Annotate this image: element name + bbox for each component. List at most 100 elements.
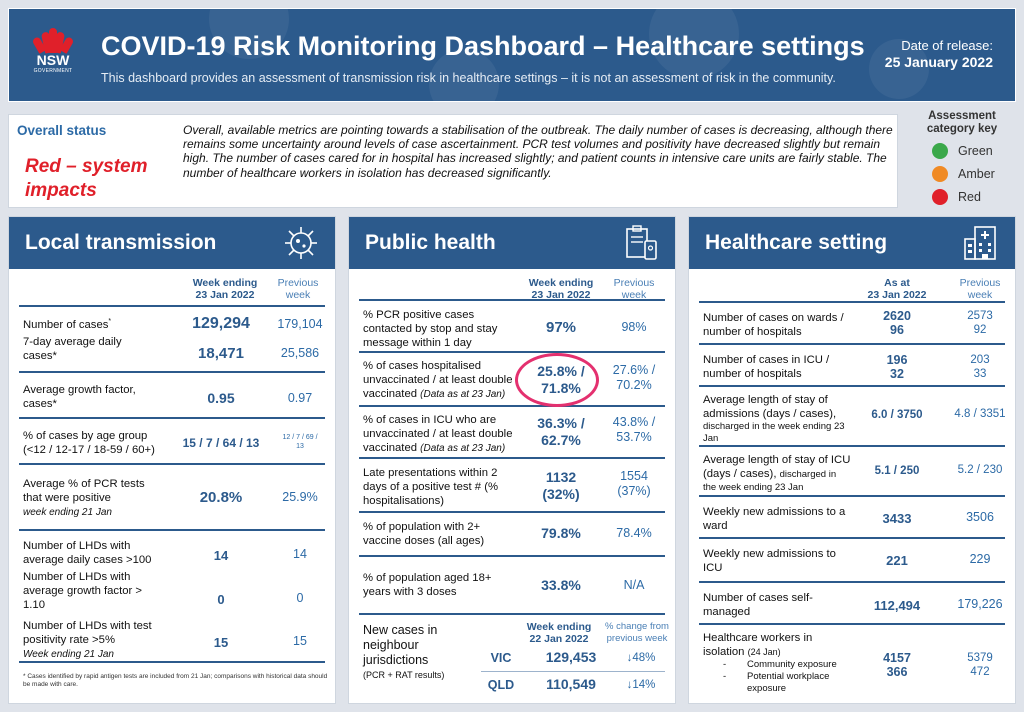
current-value: 18,471 <box>198 345 244 362</box>
label-line: unvaccinated / at least double <box>363 428 513 440</box>
virus-decoration <box>429 49 499 101</box>
label-line: Number of cases on wards / <box>703 312 844 324</box>
column-header-previous: Previous week <box>599 277 669 301</box>
status-value-line: impacts <box>25 180 97 201</box>
footnote-line: * Cases identified by rapid antigen test… <box>23 673 328 680</box>
current-value: 97% <box>545 319 577 336</box>
label-line: Healthcare workers in <box>703 632 813 644</box>
key-label: Amber <box>958 167 995 181</box>
current-value: 0.95 <box>207 390 235 406</box>
page-subtitle: This dashboard provides an assessment of… <box>101 71 836 85</box>
row-label: Healthcare workers in isolation (24 Jan)… <box>703 631 837 695</box>
label-line: % of cases by age group <box>23 430 148 442</box>
label-note: Week ending 21 Jan <box>23 649 114 660</box>
label-line: cases* <box>23 398 57 410</box>
healthcare-setting-panel: Healthcare setting As at 23 Jan 2022 Pre… <box>688 216 1016 704</box>
label-line: admissions (days / cases), <box>703 408 837 420</box>
value-line: (32%) <box>542 486 580 502</box>
current-value: 3433 <box>882 511 912 526</box>
value-line: 36.3% / <box>537 415 585 431</box>
col-header-line: week <box>967 289 993 301</box>
label-line: 7-day average daily <box>23 336 122 348</box>
value-line: 53.7% <box>616 430 652 444</box>
key-item-green: Green <box>932 143 1016 159</box>
col-header-line: previous week <box>606 633 668 644</box>
col-header-line: week <box>285 289 311 301</box>
panel-header: Public health <box>349 217 675 269</box>
previous-value: 179,226 <box>957 597 1003 611</box>
bullet-text: Community exposure <box>747 659 837 670</box>
label-line: neighbour <box>363 638 419 652</box>
current-value: 79.8% <box>541 525 581 541</box>
value-line: 27.6% / <box>612 363 656 377</box>
value-line: 203 <box>970 354 990 366</box>
value-line: 43.8% / <box>612 415 656 429</box>
label-line: % of cases in ICU who are <box>363 414 497 426</box>
previous-value: 5379 472 <box>945 651 1015 679</box>
row-label: Number of LHDs with average growth factor… <box>23 570 142 612</box>
value-line: 4157 <box>883 651 911 665</box>
assessment-key: Assessment category key Green Amber Red <box>908 110 1016 205</box>
table-row: % of population aged 18+ years with 3 dos… <box>359 555 665 609</box>
bullet-item: - Potential workplace <box>723 671 830 682</box>
row-label: Number of cases on wards / number of hosp… <box>703 311 844 339</box>
overall-status-box: Overall status Red – system impacts Over… <box>8 114 898 208</box>
label-line: Jan <box>703 433 719 444</box>
amber-dot-icon <box>932 166 948 182</box>
hospital-icon <box>964 226 996 260</box>
current-value: 20.8% <box>199 489 243 506</box>
release-date: 25 January 2022 <box>884 54 993 70</box>
current-value: 5.1 / 250 <box>874 465 920 477</box>
current-value: 14 <box>213 548 229 563</box>
previous-value: 98% <box>621 320 647 334</box>
current-value: 2620 96 <box>849 309 945 337</box>
page-title: COVID-19 Risk Monitoring Dashboard – Hea… <box>101 31 865 61</box>
previous-value: 14 <box>293 547 307 561</box>
col-header-line: Week ending <box>526 621 592 633</box>
col-header-line: 22 Jan 2022 <box>529 633 589 645</box>
label-line: number of hospitals <box>703 326 802 338</box>
col-header-line: 23 Jan 2022 <box>867 289 927 301</box>
label-text: (24 Jan) <box>747 647 781 657</box>
label-line: managed <box>703 606 751 618</box>
row-label: % of cases by age group (<12 / 12-17 / 18… <box>23 429 155 457</box>
column-header-change: % change from previous week <box>597 621 677 645</box>
label-line: (<12 / 12-17 / 18-59 / 60+) <box>23 444 155 456</box>
previous-value: 1554 (37%) <box>599 469 669 499</box>
value-line: 92 <box>973 324 987 336</box>
previous-value: 2573 92 <box>945 309 1015 337</box>
label-line: Number of cases self- <box>703 592 813 604</box>
current-value: 112,494 <box>873 598 921 613</box>
label-line: % of population with 2+ <box>363 521 481 533</box>
row-label: Late presentations within 2 days of a pos… <box>363 466 498 508</box>
column-header-previous: Previous week <box>263 277 333 301</box>
state-label: QLD <box>487 678 515 692</box>
previous-value: N/A <box>623 578 645 592</box>
label-line: positivity rate >5% <box>23 634 115 646</box>
previous-value: 15 <box>293 634 307 648</box>
previous-value: 179,104 <box>277 317 323 331</box>
row-label: % of population with 2+ vaccine doses (al… <box>363 520 484 548</box>
panel-header: Healthcare setting <box>689 217 1015 269</box>
label-text: Number of cases <box>23 318 109 331</box>
previous-value: 3506 <box>966 510 994 524</box>
col-header-line: Previous <box>959 277 1001 289</box>
column-header-previous: Previous week <box>945 277 1015 301</box>
col-header-line: 23 Jan 2022 <box>531 289 591 301</box>
label-line: Number of LHDs with <box>23 571 131 583</box>
label-line: Late presentations within 2 <box>363 467 498 479</box>
label-line: days of a positive test # (% <box>363 481 499 493</box>
value-line: 96 <box>890 323 904 337</box>
label-line: number of hospitals <box>703 368 802 380</box>
previous-value: 203 33 <box>945 353 1015 381</box>
current-value: 196 32 <box>849 353 945 381</box>
col-header-line: Previous <box>277 277 319 289</box>
previous-value: 229 <box>969 552 991 566</box>
waratah-icon <box>31 23 75 54</box>
logo-text: NSW <box>36 52 70 68</box>
local-transmission-panel: Local transmission Week ending 23 Jan 20… <box>8 216 336 704</box>
table-row: % PCR positive cases contacted by stop an… <box>359 299 665 351</box>
virus-icon <box>285 227 317 259</box>
current-value: 15 <box>213 635 229 650</box>
